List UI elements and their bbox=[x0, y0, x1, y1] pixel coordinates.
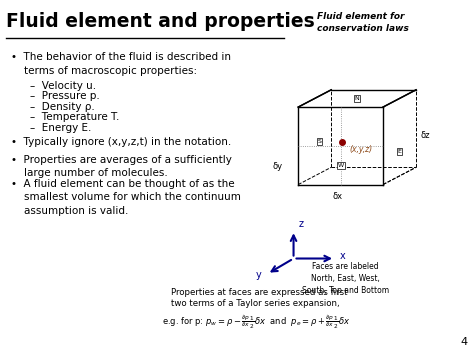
Text: Fluid element for
conservation laws: Fluid element for conservation laws bbox=[317, 12, 409, 33]
Text: N: N bbox=[355, 96, 360, 101]
Text: –  Energy E.: – Energy E. bbox=[30, 123, 91, 133]
Text: Fluid element and properties: Fluid element and properties bbox=[6, 12, 315, 31]
Text: •  Properties are averages of a sufficiently
    large number of molecules.: • Properties are averages of a sufficien… bbox=[11, 155, 232, 178]
Text: W: W bbox=[337, 163, 344, 168]
Text: δy: δy bbox=[273, 162, 283, 171]
Text: δx: δx bbox=[332, 192, 342, 201]
Text: –  Temperature T.: – Temperature T. bbox=[30, 112, 119, 122]
Text: E: E bbox=[398, 149, 401, 154]
Text: e.g. for p: $p_w = \rho - \frac{\partial p}{\partial x}\frac{1}{2}\delta x$  and: e.g. for p: $p_w = \rho - \frac{\partial… bbox=[162, 313, 350, 331]
Text: Faces are labeled
North, East, West,
South, Top and Bottom: Faces are labeled North, East, West, Sou… bbox=[302, 262, 389, 295]
Text: –  Density ρ.: – Density ρ. bbox=[30, 102, 94, 112]
Text: Properties at faces are expressed as first: Properties at faces are expressed as fir… bbox=[171, 289, 347, 297]
Text: •  The behavior of the fluid is described in
    terms of macroscopic properties: • The behavior of the fluid is described… bbox=[11, 53, 231, 76]
Text: z: z bbox=[298, 219, 303, 229]
Text: (x,y,z): (x,y,z) bbox=[349, 146, 373, 154]
Text: –  Pressure p.: – Pressure p. bbox=[30, 91, 100, 101]
Text: two terms of a Taylor series expansion,: two terms of a Taylor series expansion, bbox=[171, 299, 340, 308]
Text: S: S bbox=[318, 140, 321, 144]
Text: x: x bbox=[340, 251, 346, 261]
Text: 4: 4 bbox=[461, 337, 468, 346]
Text: –  Velocity ​u.: – Velocity ​u. bbox=[30, 81, 96, 91]
Text: •  A fluid element can be thought of as the
    smallest volume for which the co: • A fluid element can be thought of as t… bbox=[11, 179, 241, 215]
Text: δz: δz bbox=[421, 131, 430, 141]
Text: y: y bbox=[255, 269, 261, 279]
Text: •  Typically ignore (x,y,z,t) in the notation.: • Typically ignore (x,y,z,t) in the nota… bbox=[11, 137, 231, 147]
